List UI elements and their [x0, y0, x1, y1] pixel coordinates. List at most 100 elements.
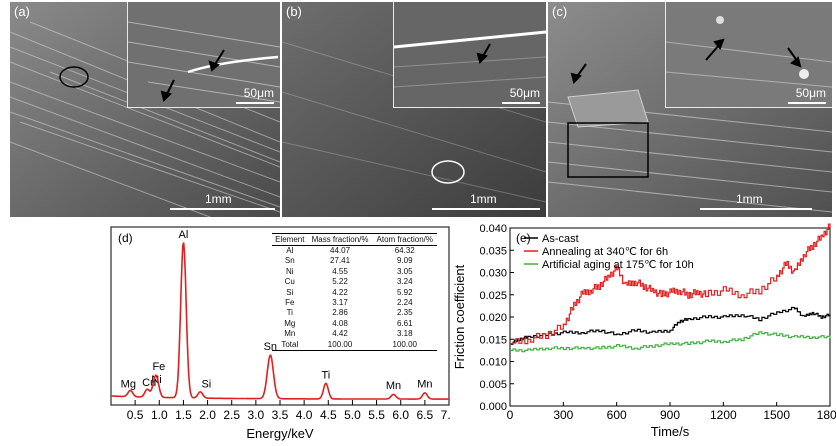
table-row: Cu 5.22 3.24 [272, 277, 437, 287]
inset-c: 50μm [665, 2, 832, 108]
x-tick-label: 1.5 [175, 408, 192, 422]
table-cell: 27.41 [330, 256, 351, 266]
arrow-icon [476, 43, 491, 64]
legend-entry: Artificial aging at 175℃ for 10h [542, 259, 694, 271]
series-line [510, 306, 831, 345]
peak-label: Ti [321, 369, 330, 381]
table-row: Total 100.00 100.00 [272, 339, 437, 352]
highlight-ellipse-b [431, 160, 465, 184]
y-tick-label: 0.025 [479, 290, 507, 302]
main-scale-bar-a [170, 208, 275, 210]
table-header-cell: Mass fraction/% [307, 233, 373, 246]
friction-panel-label: (e) [516, 231, 531, 245]
sem-panel-a: (a) 50μm 1mm [10, 2, 280, 217]
arrow-icon [208, 49, 225, 72]
y-tick-label: 0.010 [479, 357, 507, 369]
arrow-icon [570, 63, 587, 84]
table-cell: Total [272, 339, 308, 352]
table-cell: 100.00 [307, 339, 373, 352]
x-axis-label: Time/s [651, 424, 690, 439]
y-tick-label: 0.015 [479, 334, 507, 346]
sem-panel-c: (c) 50μm 1mm [548, 2, 832, 217]
table-row: Mn 4.42 3.18 [272, 329, 437, 339]
eds-x-axis-label: Energy/keV [246, 426, 314, 441]
peak-label: Mn [386, 380, 401, 392]
sem-panel-b: (b) 50μm 1mm [282, 2, 546, 217]
table-cell: Si [286, 287, 294, 297]
table-row: Si 4.22 5.92 [272, 288, 437, 298]
x-tick-label: 7.0 [441, 408, 450, 422]
table-cell: Ni [286, 266, 294, 276]
table-cell: 2.86 [332, 308, 348, 318]
inset-scale-label-a: 50μm [243, 86, 274, 100]
x-tick-label: 5.0 [344, 408, 361, 422]
inset-scale-bar-b [502, 102, 540, 104]
peak-label: Al [179, 229, 189, 241]
peak-label: Si [201, 379, 211, 391]
x-tick-label: 0.5 [127, 408, 144, 422]
x-tick-label: 4.5 [320, 408, 337, 422]
table-row: Fe 3.17 2.24 [272, 298, 437, 308]
series-line [510, 331, 831, 353]
peak-label: Fe [152, 361, 165, 373]
y-tick-label: 0.035 [479, 245, 507, 257]
x-tick-label: 1.0 [151, 408, 168, 422]
x-tick-label: 900 [660, 408, 680, 422]
table-cell: Sn [284, 256, 295, 266]
eds-panel-label: (d) [118, 231, 133, 245]
series-line [510, 223, 831, 345]
table-row: Ni 4.55 3.05 [272, 267, 437, 277]
y-tick-label: 0.020 [479, 312, 507, 324]
table-cell: 44.07 [330, 246, 351, 255]
x-tick-label: 4.0 [296, 408, 313, 422]
x-tick-label: 6.0 [392, 408, 409, 422]
y-tick-label: 0.000 [479, 401, 507, 413]
eds-composition-table: Element Mass fraction/% Atom fraction/% Al… [272, 233, 437, 352]
table-header-cell: Atom fraction/% [372, 233, 437, 246]
table-cell: Ti [286, 308, 293, 318]
x-tick-label: 300 [553, 408, 573, 422]
main-scale-bar-c [700, 208, 812, 210]
table-cell: 9.09 [396, 256, 413, 266]
table-cell: Cu [284, 277, 295, 287]
x-tick-label: 2.0 [199, 408, 216, 422]
arrow-icon [787, 47, 802, 68]
inset-b: 50μm [393, 2, 546, 108]
eds-spectrum-line [111, 242, 449, 400]
table-cell: 100.00 [372, 339, 437, 352]
table-cell: Mg [284, 318, 296, 328]
table-cell: Mn [284, 329, 296, 339]
peak-label: Mn [417, 379, 432, 391]
table-cell: Al [286, 246, 294, 255]
inset-scale-bar-c [788, 102, 826, 104]
table-cell: 4.42 [332, 329, 348, 339]
arrow-icon [705, 38, 725, 61]
highlight-ellipse-a [59, 66, 89, 88]
table-cell: 5.92 [396, 287, 413, 297]
inset-scale-label-b: 50μm [509, 86, 540, 100]
table-cell: 3.05 [396, 266, 413, 276]
table-cell: 4.22 [332, 287, 348, 297]
x-tick-label: 1500 [763, 408, 790, 422]
highlight-box-c [567, 122, 649, 178]
table-cell: 2.24 [396, 298, 413, 308]
main-scale-label-a: 1mm [205, 192, 232, 206]
table-row: Sn 27.41 9.09 [272, 256, 437, 266]
table-cell: 3.24 [396, 277, 413, 287]
table-row: Al 44.07 64.32 [272, 246, 437, 257]
table-cell: Fe [285, 298, 295, 308]
inset-a: 50μm [127, 2, 280, 108]
y-tick-label: 0.030 [479, 268, 507, 280]
panel-label-a: (a) [14, 4, 30, 19]
table-cell: 5.22 [332, 277, 348, 287]
peak-label: Mg [121, 379, 136, 391]
inset-scale-label-c: 50μm [795, 86, 826, 100]
panel-label-c: (c) [552, 4, 568, 19]
table-cell: 4.08 [332, 318, 348, 328]
table-row: Mg 4.08 6.61 [272, 319, 437, 329]
table-cell: 4.55 [332, 266, 348, 276]
x-tick-label: 1200 [710, 408, 737, 422]
y-axis-label: Friction coefficient [452, 264, 467, 369]
